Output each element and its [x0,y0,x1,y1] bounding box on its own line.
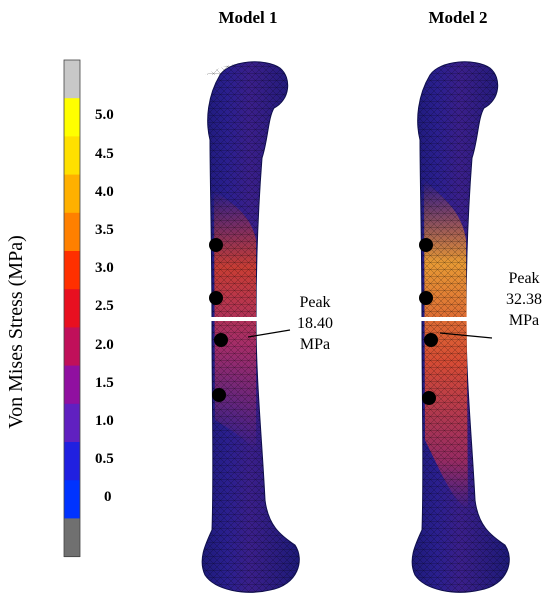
model-2-title: Model 2 [428,8,488,27]
colorbar-segment [64,212,80,252]
colorbar [63,59,81,558]
colorbar-tick-label: 0 [104,489,112,506]
screw-hole [419,238,433,252]
peak-unit: MPa [299,336,331,353]
colorbar-tick-label: 1.5 [95,374,114,391]
colorbar-tick-label: 1.0 [95,412,114,429]
screw-hole [419,291,433,305]
colorbar-tick-label: 4.0 [95,183,114,200]
colorbar-segment [64,403,80,443]
colorbar-segment [64,60,80,99]
colorbar-segment [64,327,80,367]
colorbar-tick-label: 2.5 [95,298,114,315]
screw-hole [214,333,228,347]
peak-value: 18.40 [297,315,333,332]
colorbar-tick-label: 3.0 [95,260,114,277]
peak-unit: MPa [508,312,540,329]
colorbar-segment [64,174,80,214]
colorbar-segment [64,251,80,290]
peak-label: Peak [508,270,540,287]
bone-model-1 [200,61,300,593]
model-1-title: Model 1 [218,8,278,27]
colorbar-segment [64,442,80,481]
colorbar-tick-label: 5.0 [95,107,114,124]
colorbar-frame [63,59,81,558]
peak-label: Peak [299,294,331,311]
colorbar-segment [64,365,80,405]
colorbar-segment [64,289,80,328]
colorbar-segment [64,518,80,558]
screw-hole [424,333,438,347]
colorbar-tick-label: 0.5 [95,451,114,468]
colorbar-segment [64,480,80,519]
screw-hole [212,388,226,402]
peak-leader-line [247,329,291,338]
model-2-peak-annotation: Peak 32.38 MPa [494,268,554,331]
screw-hole [422,391,436,405]
colorbar-segment [64,98,80,137]
colorbar-tick-label: 4.5 [95,145,114,162]
colorbar-tick-label: 2.0 [95,336,114,353]
colorbar-segment [64,136,80,176]
fracture-gap [410,317,476,321]
model-1-peak-annotation: Peak 18.40 MPa [285,292,345,355]
colorbar-tick-label: 3.5 [95,221,114,238]
peak-value: 32.38 [506,291,542,308]
fracture-gap [200,317,266,321]
screw-hole [209,238,223,252]
bone-model-2 [410,61,510,593]
screw-hole [209,291,223,305]
peak-leader-line [439,332,493,339]
